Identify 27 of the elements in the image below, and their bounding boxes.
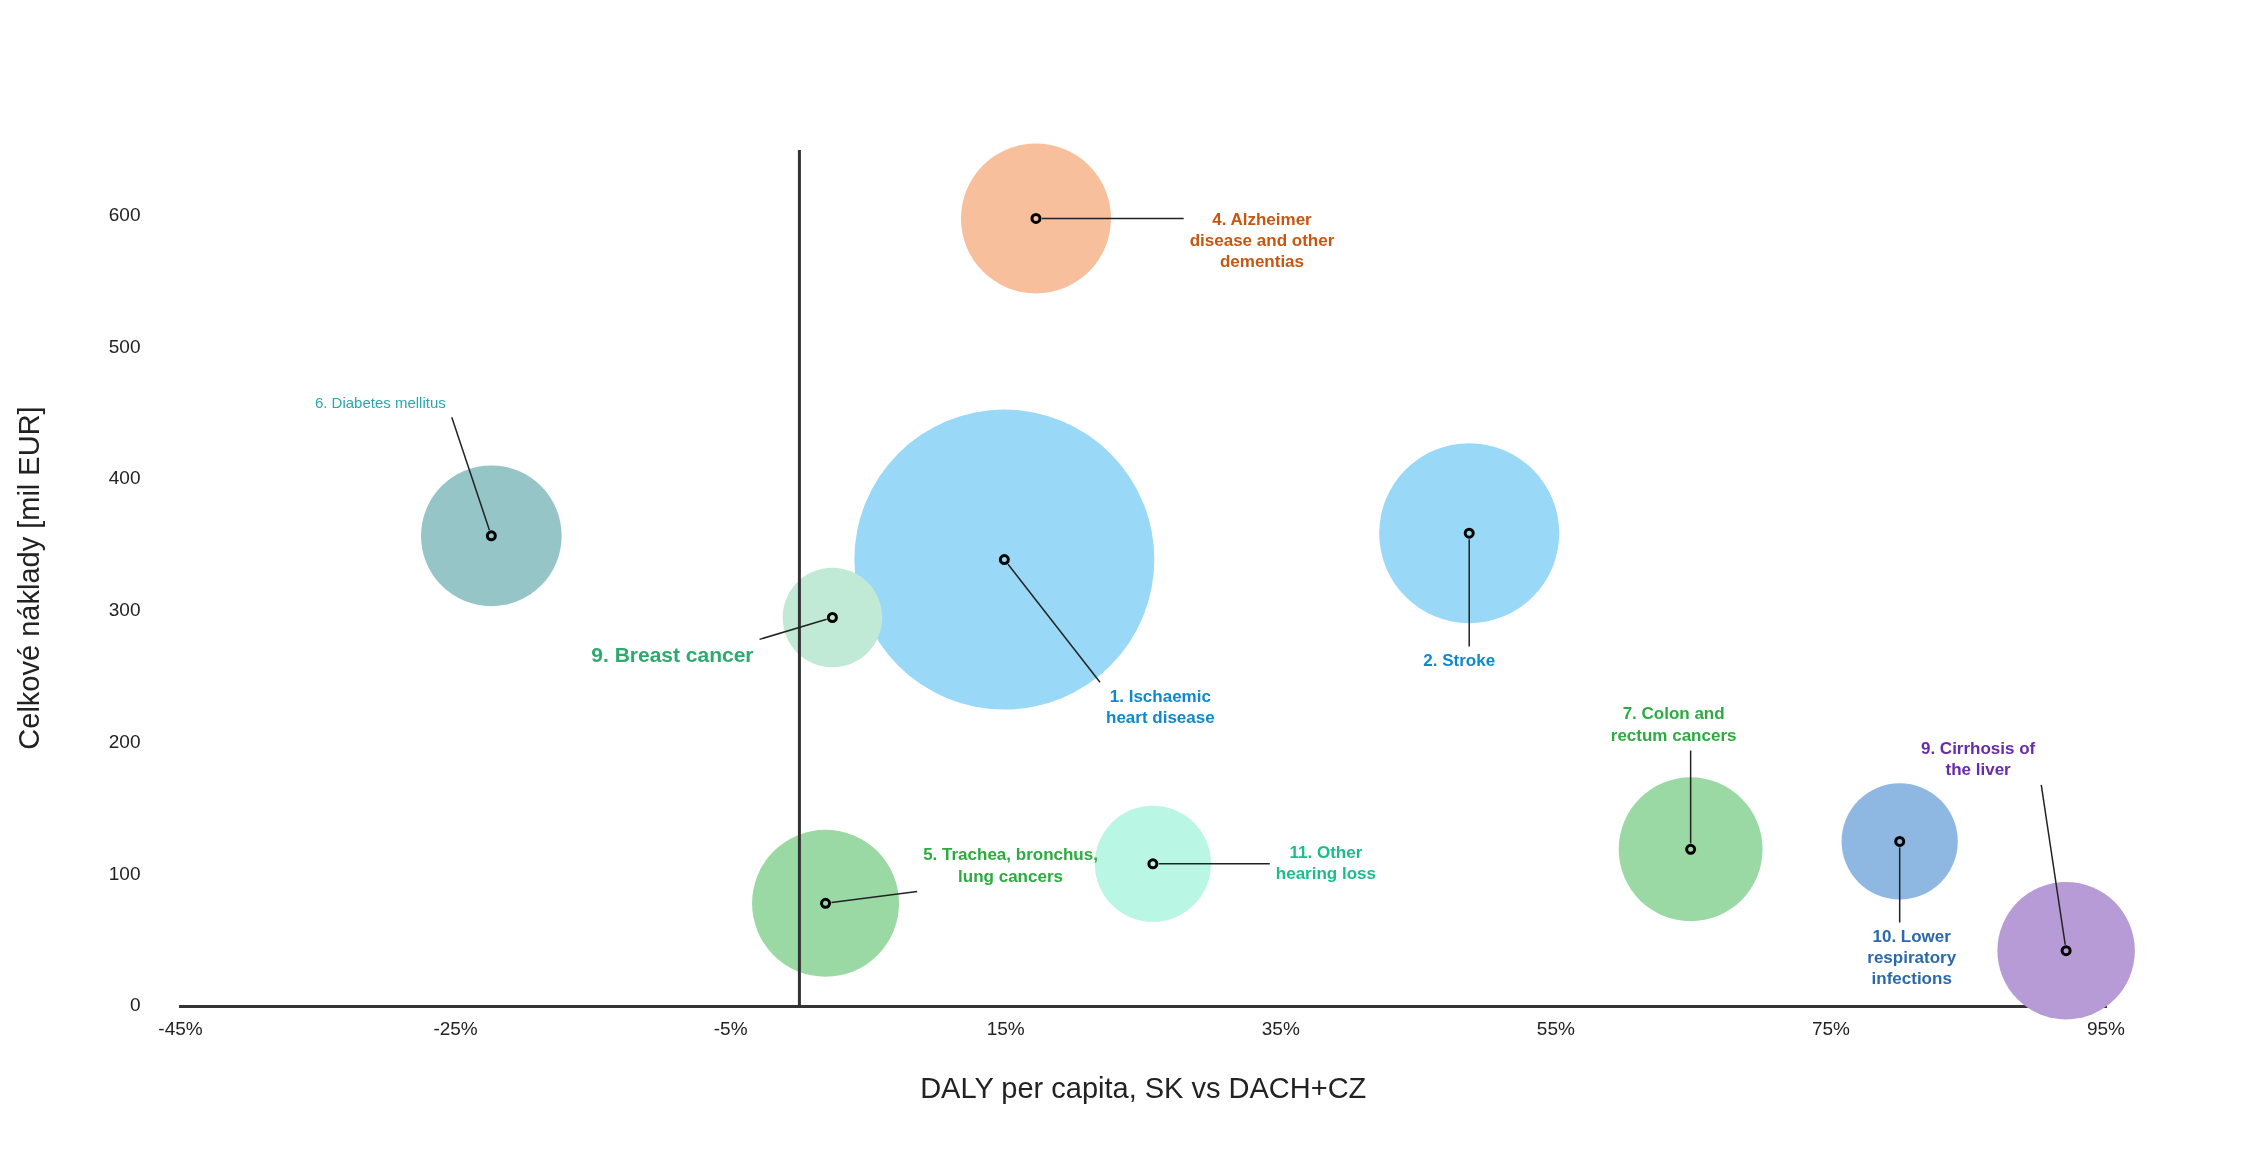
text: 11. Other hearing loss — [1275, 842, 1376, 884]
x-tick-label: 15% — [986, 1017, 1025, 1039]
x-tick-label: 95% — [2086, 1017, 2126, 1039]
y-tick-label: 400 — [108, 467, 141, 489]
text: 4. Alzheimer disease and other dementias — [1189, 209, 1335, 272]
text: 7. Colon and rectum cancers — [1610, 704, 1737, 745]
x-tick-label: -5% — [713, 1017, 748, 1039]
series-label: 9. Breast cancer — [591, 643, 754, 667]
series-label: 1. Ischaemic heart disease — [1106, 686, 1215, 727]
y-axis-title: Celkové náklady [mil EUR] — [13, 406, 46, 750]
x-tick-label: 75% — [1811, 1017, 1851, 1039]
y-tick-label: 600 — [108, 204, 141, 226]
y-tick-label: 300 — [108, 599, 141, 621]
text: 6. Diabetes mellitus — [314, 394, 446, 411]
x-tick-label: 55% — [1536, 1017, 1575, 1039]
series-label: 5. Trachea, bronchus, lung cancers — [923, 845, 1098, 886]
text: 9. Cirrhosis of the liver — [1920, 738, 2036, 779]
x-tick-label: -45% — [158, 1017, 203, 1039]
series-label: 2. Stroke — [1423, 650, 1496, 670]
y-tick-label: 500 — [108, 335, 141, 357]
y-tick-label: 100 — [108, 862, 141, 884]
x-tick-label: 35% — [1261, 1017, 1300, 1039]
y-tick-label: 0 — [129, 994, 141, 1016]
x-axis-title: DALY per capita, SK vs DACH+CZ — [920, 1072, 1367, 1105]
series-label: 10. Lower respiratory infections — [1867, 926, 1957, 989]
x-tick-label: -25% — [433, 1017, 478, 1039]
y-tick-label: 200 — [108, 730, 141, 752]
